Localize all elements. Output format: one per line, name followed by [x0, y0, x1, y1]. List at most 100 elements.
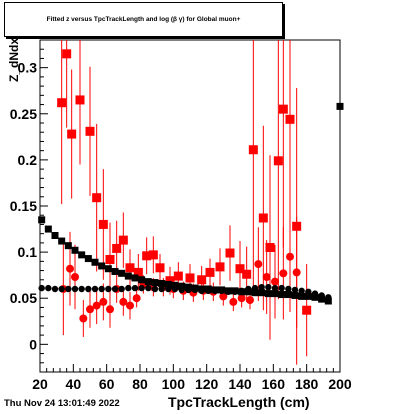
red-circle-point	[237, 294, 246, 303]
black-circle-point	[211, 287, 219, 295]
black-circle-point	[65, 285, 72, 293]
black-square-point	[298, 292, 306, 300]
tick-labels: 20 40 60 80 100 120 140 160 180 200 0 0.05 0.1 0.15 0.…	[10, 60, 352, 392]
black-circle-point	[285, 285, 292, 293]
black-circle-point	[158, 285, 165, 293]
black-circle-point	[145, 284, 152, 292]
black-square-point	[91, 258, 99, 266]
black-circle-point	[298, 287, 305, 295]
red-square-point	[92, 193, 102, 203]
red-square-point	[185, 273, 195, 283]
red-square-point	[278, 104, 288, 114]
red-square-point	[57, 98, 67, 108]
red-square-point	[215, 262, 225, 272]
x-axis-label: TpcTrackLength (cm)	[168, 394, 310, 410]
red-square-point	[142, 251, 152, 261]
x-tick-label: 80	[132, 376, 148, 392]
black-square-point	[271, 290, 279, 298]
chart-title: Fitted z versus TpcTrackLength and log (…	[46, 16, 241, 23]
black-circle-point	[71, 285, 79, 293]
red-circle-point	[219, 292, 228, 301]
black-circle-point	[278, 284, 285, 292]
red-square-point	[125, 263, 135, 273]
y-tick-label: 0.05	[10, 290, 37, 306]
red-square-point	[235, 264, 245, 274]
red-square-point	[248, 145, 258, 155]
red-circle-point	[271, 277, 279, 286]
black-circle-point	[91, 285, 99, 293]
red-square-point	[118, 235, 128, 245]
red-circle-point	[254, 260, 263, 269]
red-circle-point	[279, 269, 288, 278]
black-circle-point	[191, 286, 199, 294]
x-tick-label: 120	[195, 376, 219, 392]
black-circle-point	[118, 285, 125, 293]
red-square-point	[285, 114, 295, 124]
black-circle-point	[45, 284, 52, 292]
black-circle-point	[311, 290, 319, 297]
black-square-point	[178, 282, 186, 290]
black-circle-point	[305, 288, 312, 295]
black-circle-point	[251, 284, 259, 292]
y-tick-label: 0.1	[18, 244, 38, 260]
chart-title-box: Fitted z versus TpcTrackLength and log (…	[4, 2, 283, 37]
red-circle-point	[71, 273, 79, 282]
red-circle-point	[286, 252, 294, 261]
y-tick-label: 0.15	[10, 198, 37, 214]
x-tick-label: 200	[328, 376, 352, 392]
plot-frame	[39, 39, 341, 373]
black-circle-point	[185, 286, 192, 294]
red-circle-point	[126, 301, 134, 310]
black-square-point	[151, 279, 159, 287]
black-square-point	[138, 276, 146, 284]
y-axis-label: Z_dNdx	[7, 37, 21, 82]
y-tick-label: 0	[29, 336, 37, 352]
red-circle-point	[262, 273, 271, 282]
data-series	[38, 40, 344, 365]
red-circle-point	[66, 264, 74, 273]
axes	[39, 39, 341, 373]
black-square-point	[118, 269, 126, 277]
black-circle-point	[51, 285, 59, 293]
x-tick-label: 160	[262, 376, 286, 392]
red-square-point	[85, 126, 95, 136]
black-square-point	[64, 242, 72, 250]
x-tick-label: 140	[228, 376, 252, 392]
red-square-point	[242, 269, 252, 279]
red-square-point	[205, 267, 215, 277]
red-square-point	[273, 156, 283, 166]
black-square-point	[324, 297, 332, 305]
black-square-point	[264, 290, 272, 298]
x-tick-label: 180	[295, 376, 319, 392]
red-square-point	[133, 267, 143, 277]
black-square-point	[258, 289, 266, 297]
x-tick-label: 40	[66, 376, 82, 392]
y-tick-label: 0.25	[10, 106, 37, 122]
black-square-point	[144, 278, 152, 286]
black-circle-point	[178, 286, 185, 294]
black-square-point	[311, 293, 319, 301]
black-square-point	[131, 274, 139, 282]
red-circle-point	[106, 305, 114, 314]
red-square-point	[75, 95, 85, 105]
red-square-point	[258, 213, 268, 223]
black-square-point	[44, 225, 52, 233]
y-tick-label: 0.3	[18, 60, 38, 76]
red-square-point	[265, 243, 275, 252]
black-circle-point	[218, 287, 225, 295]
red-circle-point	[132, 294, 141, 303]
black-circle-point	[258, 283, 265, 291]
red-square-point	[148, 250, 158, 260]
black-circle-point	[131, 284, 139, 292]
black-square-point	[111, 267, 119, 275]
black-square-point	[58, 237, 66, 245]
black-circle-point	[111, 285, 119, 293]
black-circle-point	[125, 284, 132, 292]
black-circle-point	[245, 285, 252, 293]
red-circle-point	[79, 314, 88, 323]
black-square-point	[78, 251, 86, 259]
x-tick-label: 60	[99, 376, 115, 392]
black-square-point	[84, 255, 92, 263]
black-square-point	[104, 265, 112, 273]
